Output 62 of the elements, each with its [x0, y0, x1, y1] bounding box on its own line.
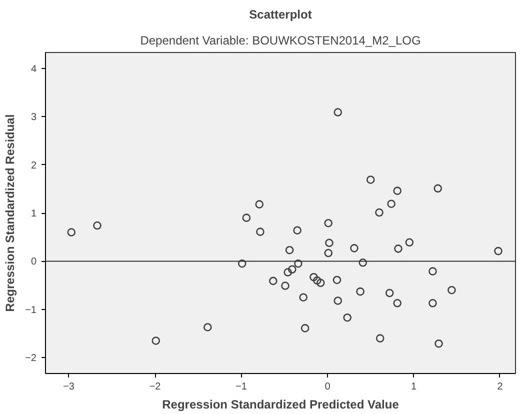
chart-subtitle: Dependent Variable: BOUWKOSTEN2014_M2_LOG	[140, 34, 421, 48]
point	[343, 313, 352, 322]
point	[316, 278, 325, 288]
point	[434, 184, 442, 193]
x-axis-title: Regression Standardized Predicted Value	[162, 398, 400, 412]
point	[324, 248, 333, 258]
point	[428, 267, 437, 276]
point	[375, 208, 384, 217]
point	[285, 246, 294, 254]
point	[294, 259, 302, 268]
y-tick-label: 1	[30, 208, 37, 220]
point	[255, 200, 264, 208]
x-tick-label: −2	[149, 382, 162, 392]
point	[284, 268, 292, 276]
point	[293, 226, 302, 234]
point	[387, 200, 396, 208]
point	[385, 288, 394, 298]
point	[300, 324, 310, 332]
point	[356, 287, 364, 296]
point	[334, 296, 342, 305]
x-tick-label: 2	[497, 382, 504, 392]
y-tick-label: 0	[30, 256, 37, 268]
point	[393, 298, 402, 308]
point	[313, 276, 322, 285]
x-tick-label: −1	[236, 382, 248, 392]
y-tick-label: 3	[30, 112, 37, 124]
point	[310, 272, 318, 282]
y-tick-label: 2	[30, 160, 37, 172]
point	[203, 323, 212, 332]
point	[67, 228, 76, 236]
point	[393, 186, 402, 195]
point	[394, 244, 402, 253]
x-tick-label: 1	[410, 382, 417, 392]
point	[238, 259, 246, 268]
y-axis-title: Regression Standardized Residual	[3, 114, 18, 312]
y-tick-label: −1	[25, 304, 37, 316]
point	[281, 282, 290, 290]
x-tick-label: 0	[324, 382, 331, 392]
point	[242, 214, 251, 222]
point	[428, 298, 437, 308]
point	[288, 265, 296, 274]
point	[93, 221, 102, 230]
point	[366, 176, 375, 184]
point	[376, 334, 384, 342]
point	[256, 228, 264, 236]
point	[405, 238, 414, 247]
point	[325, 238, 334, 248]
point	[324, 218, 333, 228]
point	[350, 244, 358, 252]
point	[448, 286, 456, 294]
chart-title: Scatterplot	[249, 8, 312, 22]
y-tick-label: −2	[25, 353, 37, 364]
point	[434, 339, 443, 348]
y-tick-label: 4	[30, 64, 37, 75]
point	[152, 336, 160, 345]
point	[494, 246, 502, 256]
point	[299, 293, 308, 302]
point	[334, 108, 342, 116]
x-tick-label: −3	[63, 382, 75, 392]
point	[358, 258, 368, 267]
point	[269, 276, 278, 286]
point	[332, 276, 342, 284]
